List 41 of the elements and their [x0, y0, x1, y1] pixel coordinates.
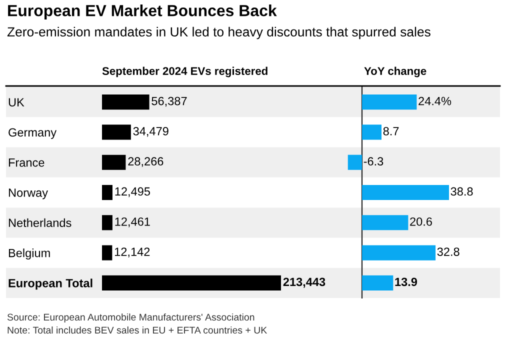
y-tick-label: UK: [8, 98, 24, 106]
data-label: 213,443: [283, 278, 326, 288]
data-label: 56,387: [152, 96, 187, 107]
y-tick-label: France: [8, 158, 44, 167]
chart-title: YoY change: [364, 66, 426, 78]
data-label: 34,479: [133, 127, 168, 137]
data-label: 20.6: [410, 217, 432, 226]
bar: [102, 154, 126, 170]
bar: [362, 275, 394, 290]
y-tick-label: Belgium: [8, 248, 50, 260]
data-label: 12,495: [115, 187, 150, 198]
bar: [102, 275, 281, 290]
chart-title: September 2024 EVs registered: [102, 66, 268, 78]
bar: [362, 94, 417, 110]
bar: [102, 184, 112, 200]
text: Zero-emission mandates in UK led to heavy discounts that spurred sales: [7, 26, 430, 40]
data-label: 28,266: [128, 157, 164, 167]
data-label: 38.8: [450, 187, 473, 196]
bar: [362, 215, 408, 230]
data-label: -6.3: [364, 157, 384, 166]
data-label: 32.8: [437, 248, 460, 256]
bar: [362, 245, 436, 260]
text: Note: Total includes BEV sales in EU + EFTA countries + UK: [8, 326, 267, 334]
bar: [362, 124, 382, 140]
bar: [102, 215, 112, 230]
source-note: Source: European Automobile Manufacturers' Association: [7, 313, 254, 323]
text: European EV Market Bounces Back: [8, 4, 277, 20]
data-label: 8.7: [383, 127, 399, 136]
data-label: 12,461: [115, 217, 150, 228]
y-tick-label: Norway: [8, 188, 48, 200]
y-tick-label: Germany: [8, 128, 57, 139]
data-label: 13.9: [395, 278, 418, 286]
bar: [102, 124, 131, 140]
bar: [362, 184, 449, 200]
bar: [102, 94, 150, 110]
bar: [102, 245, 112, 260]
data-label: 24.4%: [418, 96, 452, 106]
data-label: 12,142: [114, 248, 150, 258]
y-tick-label: Netherlands: [8, 218, 72, 228]
bar: [348, 154, 362, 170]
y-tick-label: European Total: [8, 278, 92, 290]
